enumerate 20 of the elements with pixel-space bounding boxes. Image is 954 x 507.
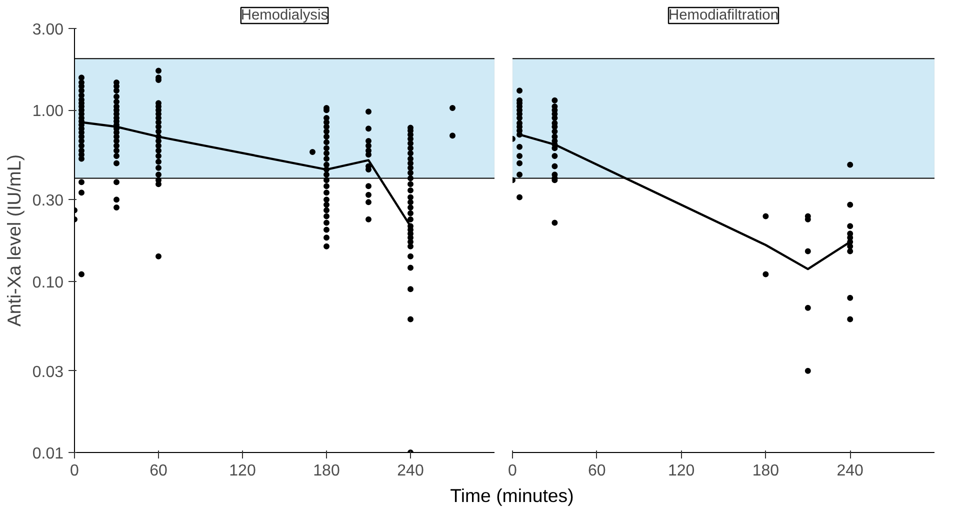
chart-title: Hemodialysis xyxy=(240,8,328,24)
y-tick-label: 0.10 xyxy=(32,274,64,292)
x-tick-label: 180 xyxy=(313,462,340,480)
chart-title: Hemodiafiltration xyxy=(668,8,778,24)
x-tick-label: 0 xyxy=(508,462,518,480)
x-tick-label: 0 xyxy=(70,462,80,480)
x-tick-label: 240 xyxy=(397,462,424,480)
y-tick-label: 0.01 xyxy=(32,446,64,462)
y-tick-label: 0.03 xyxy=(32,364,64,381)
x-tick-label: 240 xyxy=(836,462,864,480)
y-tick-label: 3.00 xyxy=(32,22,64,38)
x-tick-label: 120 xyxy=(668,462,695,480)
x-tick-label: 180 xyxy=(752,462,780,480)
x-tick-label: 60 xyxy=(150,462,168,480)
x-tick-label: 120 xyxy=(229,462,256,480)
y-axis-title: Anti-Xa level (IU/mL) xyxy=(3,154,24,327)
x-tick-label: 60 xyxy=(588,462,606,480)
x-axis-title: Time (minutes) xyxy=(450,484,574,507)
y-tick-label: 1.00 xyxy=(32,103,64,120)
y-tick-label: 0.30 xyxy=(32,192,64,210)
